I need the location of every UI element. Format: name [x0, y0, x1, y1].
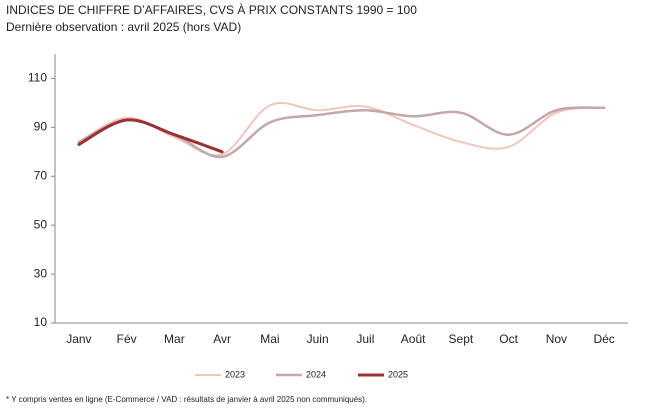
x-tick-label: Juil: [356, 332, 374, 346]
y-tick-label: 50: [34, 217, 48, 231]
y-tick-label: 30: [34, 266, 48, 280]
y-tick-label: 110: [28, 71, 47, 85]
chart-subtitle: Dernière observation : avril 2025 (hors …: [6, 20, 241, 34]
x-tick-label: Nov: [546, 332, 567, 346]
y-tick-label: 10: [34, 315, 48, 329]
legend-label: 2024: [306, 369, 326, 379]
x-tick-label: Juin: [307, 332, 329, 346]
x-tick-label: Oct: [499, 332, 518, 346]
y-tick-label: 90: [34, 120, 48, 134]
x-tick-label: Sept: [449, 332, 474, 346]
y-tick-label: 70: [34, 168, 48, 182]
line: [77, 118, 224, 154]
x-tick-label: Avr: [213, 332, 231, 346]
line: [77, 101, 606, 157]
chart-title: INDICES DE CHIFFRE D’AFFAIRES, CVS À PRI…: [6, 2, 417, 17]
legend-label: 2023: [225, 369, 245, 379]
legend-label: 2025: [388, 369, 408, 379]
x-tick-label: Déc: [593, 332, 614, 346]
x-tick-label: Fév: [117, 332, 137, 346]
line: [77, 106, 606, 158]
x-tick-label: Mar: [164, 332, 185, 346]
x-tick-label: Mai: [260, 332, 279, 346]
x-tick-label: Août: [401, 332, 426, 346]
footnote: * Y compris ventes en ligne (E-Commerce …: [6, 395, 367, 404]
x-tick-label: Janv: [66, 332, 91, 346]
